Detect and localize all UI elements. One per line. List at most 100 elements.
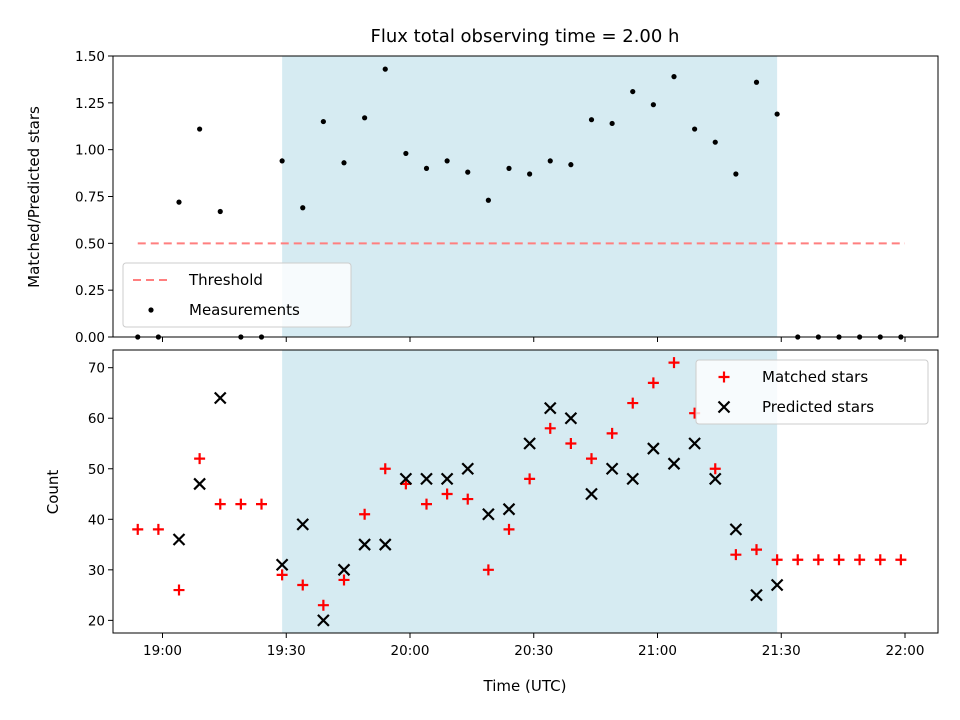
series-measurements [135,66,904,340]
data-point [750,588,763,602]
data-point [854,554,866,566]
data-point [627,397,639,409]
y-tick-label: 30 [88,563,105,579]
data-point [217,208,223,215]
data-point [482,564,494,576]
data-point [751,544,762,556]
data-point [647,377,659,389]
legend-x-icon [717,400,731,414]
data-point [193,477,206,491]
legend-label: Threshold [188,271,263,289]
data-point [524,473,536,485]
data-point [833,554,845,566]
data-point [585,487,598,501]
data-point [213,391,227,405]
data-point [362,115,368,121]
data-point [568,162,574,168]
x-tick-label: 19:30 [267,643,306,659]
data-point [359,508,371,520]
data-point [565,437,577,449]
data-point [379,463,391,475]
y-tick-label: 0.00 [75,330,105,346]
data-point [317,599,329,611]
data-point [543,401,557,415]
data-point [132,523,144,535]
y-tick-label: 50 [88,462,105,478]
x-tick-label: 20:00 [391,643,430,659]
y-tick-label: 1.25 [75,96,105,112]
x-axis-label: Time (UTC) [483,677,567,695]
data-point [709,463,721,475]
data-point [586,453,597,465]
data-point [214,498,226,510]
data-point [485,197,491,203]
data-point [606,427,618,439]
data-point [730,549,742,561]
x-tick-label: 21:30 [762,643,801,659]
y-tick-label: 0.75 [75,190,105,206]
y-tick-label: 60 [88,411,105,427]
data-point [874,554,886,566]
data-point [378,538,392,551]
data-point [197,126,203,132]
chart-title: Flux total observing time = 2.00 h [371,26,680,47]
data-point [297,579,309,591]
data-point [296,518,310,531]
legend: Threshold Measurements [122,262,352,328]
data-point [320,118,326,125]
data-point [441,488,453,500]
data-point [382,66,388,72]
bottom-y-axis-label: Count [44,470,62,515]
data-point [609,120,615,127]
series-predicted-stars [172,391,784,627]
observing-window-shade [282,350,778,633]
data-point [275,558,289,572]
legend-label: Matched stars [762,368,868,386]
data-point [630,88,636,95]
data-point [482,507,495,521]
legend-plus-icon [718,371,730,383]
data-point [792,554,804,566]
data-point [461,462,475,476]
y-tick-label: 1.00 [75,143,105,159]
data-point [423,165,430,171]
bottom-panel: 20 30 40 50 60 70 19:00 19:30 20:00 20:30 21:00 21:… [88,349,939,659]
data-point [774,111,780,117]
data-point [279,158,285,164]
plot-frame [112,349,939,634]
data-point [544,422,556,434]
y-tick-label: 0.25 [75,283,105,299]
data-point [729,523,743,536]
data-point [753,79,760,85]
data-point [502,502,516,516]
data-point [712,139,718,145]
y-tick-label: 20 [88,613,105,629]
data-point [547,158,553,164]
data-point [440,472,454,486]
data-point [341,160,347,166]
data-point [300,205,306,211]
y-tick-label: 0.50 [75,236,105,252]
x-tick-label: 22:00 [886,643,925,659]
data-point [668,357,680,369]
data-point [173,584,185,596]
data-point [420,472,433,486]
legend-box [695,359,929,425]
data-point [421,498,432,510]
data-point [647,442,660,455]
data-point [176,199,182,205]
data-point [667,457,681,470]
legend-label: Measurements [189,301,300,319]
data-point [770,578,784,592]
data-point [588,117,595,123]
top-panel: 0.00 0.25 0.50 0.75 1.00 1.25 1.50 Threshold Mea… [75,49,939,346]
data-point [194,453,206,465]
data-point [523,437,536,450]
data-point [403,150,409,157]
data-point [708,472,722,486]
data-point [733,171,739,177]
data-point [172,533,186,546]
legend-box [122,262,352,328]
data-point [317,614,330,627]
